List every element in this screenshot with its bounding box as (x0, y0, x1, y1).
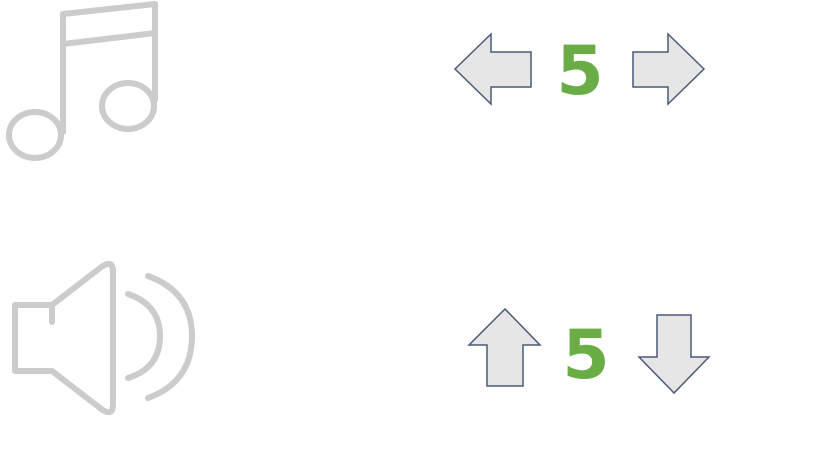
arrow-up-icon (467, 307, 542, 387)
speaker-volume-icon (12, 260, 195, 416)
music-value-label: 5 (556, 32, 604, 111)
volume-decrease-button[interactable] (637, 314, 711, 395)
arrow-right-icon (632, 32, 706, 106)
arrow-left-icon (453, 32, 532, 106)
music-increase-button[interactable] (632, 32, 706, 106)
arrow-down-icon (637, 314, 711, 395)
music-decrease-button[interactable] (453, 32, 532, 106)
volume-increase-button[interactable] (467, 307, 542, 387)
music-note-icon (6, 1, 158, 161)
volume-value-label: 5 (562, 316, 610, 395)
